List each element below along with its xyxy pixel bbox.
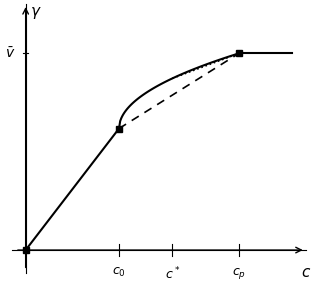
Text: $c^*$: $c^*$ [165, 266, 180, 283]
Text: $c_p$: $c_p$ [232, 266, 246, 281]
Text: $c_0$: $c_0$ [112, 266, 126, 279]
Text: c: c [301, 264, 310, 280]
Text: γ: γ [31, 4, 40, 19]
Text: $\bar{v}$: $\bar{v}$ [5, 46, 15, 61]
